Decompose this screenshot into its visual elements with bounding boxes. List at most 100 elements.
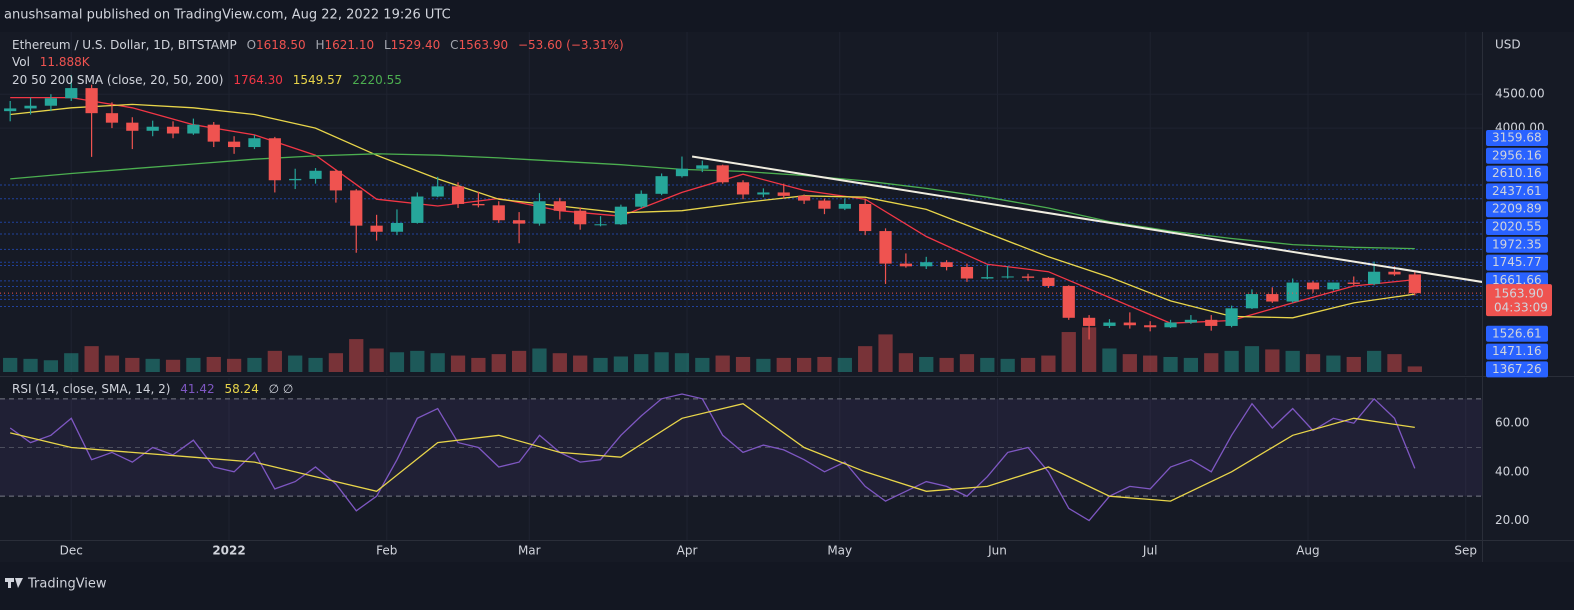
candle-body — [1286, 282, 1299, 302]
candle-body — [960, 266, 974, 279]
candle-body — [65, 88, 78, 99]
ohlc-value: 1563.90 — [458, 38, 508, 52]
candle-body — [798, 195, 811, 201]
volume-bar — [715, 355, 730, 372]
sma-legend: 20 50 200 SMA (close, 20, 50, 200) 1764.… — [12, 73, 402, 87]
candle-body — [492, 205, 505, 221]
candle-body — [940, 262, 953, 267]
candle-body — [431, 186, 444, 197]
volume-bar — [1224, 350, 1239, 372]
x-tick-label: 2022 — [212, 544, 245, 558]
volume-bar — [573, 355, 588, 372]
level-label: 1745.77 — [1492, 255, 1542, 269]
candle-body — [1327, 282, 1340, 290]
candle-body — [370, 225, 383, 232]
volume-bar — [328, 353, 344, 372]
candle-body — [228, 141, 241, 148]
candle-body — [920, 262, 933, 267]
x-tick-label: Jun — [987, 544, 1007, 558]
volume-bar — [1041, 355, 1056, 372]
level-tag — [1486, 130, 1548, 146]
level-tag — [1486, 236, 1548, 253]
candle-body — [614, 206, 627, 225]
volume-bar — [389, 352, 405, 372]
volume-bar — [1183, 357, 1199, 372]
candle-body — [1225, 308, 1238, 326]
x-tick-label: Apr — [677, 544, 698, 558]
volume-bar — [858, 346, 873, 372]
volume-bar — [1020, 357, 1036, 372]
volume-legend: Vol 11.888K — [12, 55, 91, 69]
candle-body — [309, 170, 322, 179]
candle-body — [187, 124, 200, 134]
candle-body — [4, 108, 17, 112]
volume-bar — [695, 357, 710, 372]
last-price-tag — [1486, 284, 1552, 317]
volume-bar — [1143, 355, 1158, 372]
volume-bar — [796, 357, 812, 372]
volume-bar — [226, 358, 242, 372]
candle-body — [268, 138, 281, 181]
volume-label: Vol — [12, 55, 30, 69]
level-tag — [1486, 183, 1548, 200]
x-tick-label: Mar — [518, 544, 541, 558]
volume-value: 11.888K — [40, 55, 91, 69]
candle-body — [859, 203, 872, 232]
candle-body — [126, 122, 139, 131]
candle-body — [390, 222, 404, 232]
ohlc-value: 1621.10 — [325, 38, 375, 52]
candle-body — [1347, 282, 1360, 284]
rsi-sma-line — [10, 402, 1415, 502]
volume-bar — [1366, 350, 1382, 372]
level-label: 2020.55 — [1492, 220, 1542, 234]
sma-value: 1764.30 — [233, 73, 283, 87]
candle-body — [1164, 322, 1177, 328]
volume-bar — [817, 356, 832, 372]
candle-body — [166, 126, 180, 134]
volume-bar — [471, 357, 486, 372]
volume-bar — [43, 360, 59, 372]
volume-bar — [674, 353, 690, 372]
volume-bar — [267, 350, 282, 372]
volume-bar — [349, 339, 364, 372]
x-tick-label: Aug — [1296, 544, 1319, 558]
ohlc-key: C — [450, 38, 458, 52]
last-price-label: 1563.90 — [1494, 287, 1544, 301]
volume-bar — [980, 357, 995, 372]
volume-bar — [186, 357, 201, 372]
candle-body — [1144, 325, 1157, 328]
level-tag — [1486, 147, 1548, 164]
volume-bar — [511, 350, 527, 372]
candle-body — [675, 168, 689, 177]
candle-body — [533, 201, 546, 224]
candle-body — [411, 196, 424, 223]
volume-bar — [84, 346, 99, 372]
ohlc-value: 1618.50 — [256, 38, 306, 52]
candle-body — [85, 88, 98, 114]
candle-body — [451, 186, 465, 204]
level-tag — [1486, 219, 1548, 235]
candle-body — [594, 224, 607, 226]
level-label: 1471.16 — [1492, 344, 1542, 358]
volume-bar — [1305, 354, 1321, 372]
volume-bar — [104, 355, 120, 372]
volume-bar — [1244, 346, 1260, 372]
candle-body — [1205, 319, 1218, 326]
volume-bar — [1265, 349, 1280, 372]
rsi-line — [9, 393, 1416, 522]
logo-shape — [8, 578, 11, 588]
volume-bar — [1000, 358, 1015, 372]
candle-body — [777, 192, 790, 196]
rsi-legend: RSI (14, close, SMA, 14, 2) 41.42 58.24 … — [12, 382, 293, 396]
volume-bar — [1061, 332, 1076, 372]
ohlc-value: 1529.40 — [391, 38, 441, 52]
candle-body — [981, 277, 994, 279]
x-tick-label: Sep — [1454, 544, 1477, 558]
candle-body — [1306, 282, 1320, 290]
brand-logo: TradingView — [5, 577, 107, 592]
volume-bar — [532, 348, 547, 372]
level-label: 3159.68 — [1492, 131, 1542, 145]
level-label: 2437.61 — [1492, 184, 1542, 198]
